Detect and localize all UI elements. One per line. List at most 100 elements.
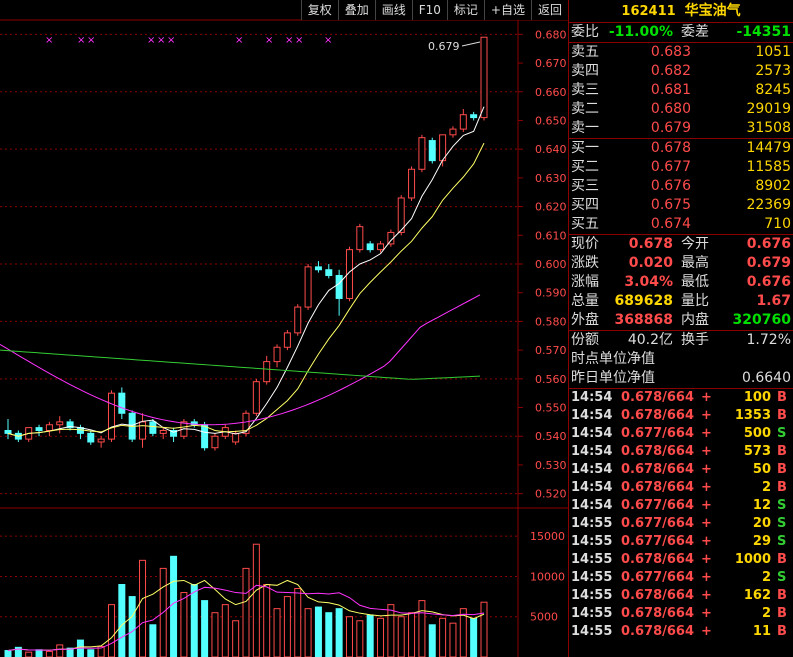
tick-row[interactable]: 14:54 0.678/664 +1353 B <box>569 407 793 425</box>
tick-row[interactable]: 14:54 0.678/664 +100 B <box>569 389 793 407</box>
tick-volume: 500 <box>743 426 771 441</box>
tick-row[interactable]: 14:54 0.677/664 +500 S <box>569 425 793 443</box>
bid-row[interactable]: 买二 0.677 11585 <box>569 158 793 177</box>
ask-qty: 31508 <box>746 120 791 136</box>
ask-price: 0.680 <box>650 101 691 117</box>
candle-body <box>459 114 467 130</box>
ask-row[interactable]: 卖二 0.680 29019 <box>569 100 793 119</box>
bid-price: 0.675 <box>650 197 691 213</box>
stock-code: 162411 <box>621 4 676 19</box>
tick-price: 0.677/664 <box>621 570 695 585</box>
ask-row[interactable]: 卖五 0.683 1051 <box>569 43 793 62</box>
price-tick-label: 0.550 <box>535 402 567 415</box>
tick-row[interactable]: 14:55 0.677/664 +20 S <box>569 515 793 533</box>
ask-row[interactable]: 卖四 0.682 2573 <box>569 62 793 81</box>
tick-time: 14:54 <box>571 390 613 405</box>
mark-button[interactable]: 标记 <box>446 0 484 20</box>
quote-label: 最高 <box>681 255 709 271</box>
price-tick-label: 0.640 <box>535 143 567 156</box>
draw-line-button[interactable]: 画线 <box>374 0 412 20</box>
event-marker: × <box>324 35 332 46</box>
restore-rights-button[interactable]: 复权 <box>300 0 338 20</box>
candle-body <box>35 427 43 431</box>
last-price-label: 0.679 <box>428 40 460 53</box>
bid-row[interactable]: 买四 0.675 22369 <box>569 196 793 215</box>
tick-time: 14:54 <box>571 408 613 423</box>
ask-label: 卖二 <box>571 101 599 117</box>
volume-bar <box>128 596 136 657</box>
ma20-line <box>0 294 481 426</box>
price-tick-label: 0.560 <box>535 373 567 386</box>
bid-qty: 8902 <box>755 178 791 194</box>
tick-sign: + <box>701 444 712 459</box>
quote-value: 1.67 <box>756 293 791 309</box>
bid-price: 0.678 <box>650 140 691 156</box>
tick-time: 14:54 <box>571 444 613 459</box>
ask-row[interactable]: 卖三 0.681 8245 <box>569 81 793 100</box>
price-tick-label: 0.650 <box>535 114 567 127</box>
quote-row: 现价 0.678 今开 0.676 <box>569 235 793 254</box>
ask-row[interactable]: 卖一 0.679 31508 <box>569 119 793 138</box>
volume-bar <box>242 567 250 657</box>
ask-price: 0.683 <box>650 44 691 60</box>
bid-row[interactable]: 买三 0.676 8902 <box>569 177 793 196</box>
bid-row[interactable]: 买一 0.678 14479 <box>569 139 793 158</box>
price-tick-label: 0.620 <box>535 201 567 214</box>
candle-body <box>190 421 198 426</box>
price-tick-label: 0.590 <box>535 287 567 300</box>
tick-price: 0.678/664 <box>621 552 695 567</box>
tick-row[interactable]: 14:55 0.678/664 +2 B <box>569 605 793 623</box>
f10-button[interactable]: F10 <box>411 0 447 20</box>
quote-value: 0.676 <box>746 236 791 252</box>
ask-qty: 8245 <box>755 82 791 98</box>
volume-bar <box>449 622 457 657</box>
overlay-button[interactable]: 叠加 <box>337 0 375 20</box>
price-tick-label: 0.530 <box>535 459 567 472</box>
volume-bar <box>149 624 157 657</box>
order-ratio-label: 委比 <box>571 24 599 40</box>
volume-tick-label: 15000 <box>530 530 565 543</box>
volume-bar <box>397 616 405 657</box>
bid-row[interactable]: 买五 0.674 710 <box>569 215 793 234</box>
share-row: 份额 40.2亿 换手 1.72% <box>569 331 793 350</box>
tick-row[interactable]: 14:55 0.678/664 +11 B <box>569 623 793 641</box>
add-watchlist-button[interactable]: +自选 <box>483 0 531 20</box>
tick-row[interactable]: 14:55 0.678/664 +1000 B <box>569 551 793 569</box>
tick-row[interactable]: 14:54 0.678/664 +573 B <box>569 443 793 461</box>
tick-row[interactable]: 14:54 0.677/664 +12 S <box>569 497 793 515</box>
candle-body <box>149 421 157 434</box>
tick-row[interactable]: 14:54 0.678/664 +2 B <box>569 479 793 497</box>
volume-bar <box>180 592 188 657</box>
price-tick-label: 0.520 <box>535 488 567 501</box>
candle-body <box>335 274 343 299</box>
tick-row[interactable]: 14:54 0.678/664 +50 B <box>569 461 793 479</box>
candle-body <box>201 424 209 449</box>
quote-panel: 162411 华宝油气 委比 -11.00% 委差 -14351 卖五 0.683… <box>568 0 793 657</box>
tick-side: S <box>777 516 787 531</box>
candle-body <box>107 392 115 440</box>
kline-chart-pane[interactable]: 0.680 0.670 0.660 0.650 0.640 0.630 0.620 0.610… <box>0 0 568 657</box>
tick-row[interactable]: 14:55 0.678/664 +162 B <box>569 587 793 605</box>
tick-row[interactable]: 14:55 0.677/664 +2 S <box>569 569 793 587</box>
event-marker: × <box>87 35 95 46</box>
volume-bar <box>366 614 374 657</box>
ask-price: 0.682 <box>650 63 691 79</box>
quote-label: 内盘 <box>681 312 709 328</box>
ask-qty: 1051 <box>755 44 791 60</box>
candle-body <box>97 438 105 443</box>
tick-price: 0.677/664 <box>621 498 695 513</box>
tick-time: 14:54 <box>571 462 613 477</box>
nav-now-row: 时点单位净值 <box>569 350 793 369</box>
kline-chart[interactable]: 0.680 0.670 0.660 0.650 0.640 0.630 0.620 0.610… <box>0 0 568 657</box>
price-tick-label: 0.610 <box>535 229 567 242</box>
tick-price: 0.678/664 <box>621 462 695 477</box>
tick-row[interactable]: 14:55 0.677/664 +29 S <box>569 533 793 551</box>
tick-time: 14:55 <box>571 624 613 639</box>
candle-body <box>470 114 478 119</box>
back-button[interactable]: 返回 <box>530 0 568 20</box>
tick-side: B <box>777 552 787 567</box>
tick-sign: + <box>701 462 712 477</box>
tick-list[interactable]: 14:54 0.678/664 +100 B 14:54 0.678/664 +1353 B 1… <box>569 389 793 641</box>
tick-side: S <box>777 498 787 513</box>
candle-body <box>418 137 426 170</box>
